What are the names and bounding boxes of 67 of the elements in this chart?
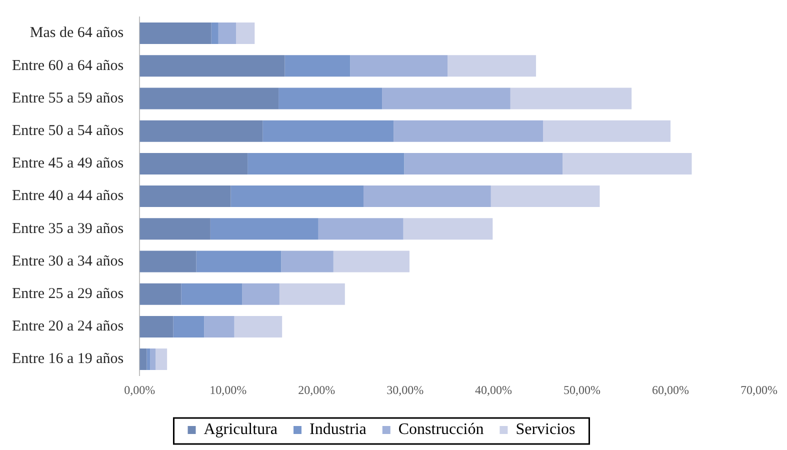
bar xyxy=(140,218,210,240)
legend-label: Agricultura xyxy=(204,421,278,438)
y-tick-label: Entre 45 a 49 años xyxy=(12,156,124,172)
bar xyxy=(140,283,182,305)
y-tick-label: Entre 50 a 54 años xyxy=(12,123,124,140)
x-tick-label: 40,00% xyxy=(475,382,512,397)
y-tick-label: Entre 30 a 34 años xyxy=(12,253,124,270)
bar xyxy=(140,120,263,142)
y-tick-label: Mas de 64 años xyxy=(30,25,124,42)
bar xyxy=(333,250,410,272)
bar xyxy=(140,22,212,44)
bar xyxy=(543,120,671,142)
bar xyxy=(490,186,600,208)
legend-label: Servicios xyxy=(516,421,576,438)
bar xyxy=(382,88,510,110)
bar xyxy=(281,250,334,272)
y-tick-label: Entre 60 a 64 años xyxy=(12,58,124,74)
x-tick-label: 0,00% xyxy=(124,382,156,397)
bar xyxy=(150,348,156,370)
x-tick-label: 20,00% xyxy=(298,382,336,397)
bar xyxy=(236,22,255,44)
bar xyxy=(146,348,150,370)
bar xyxy=(218,22,236,44)
bar xyxy=(181,283,242,305)
bar xyxy=(350,55,448,77)
x-tick-label: 70,00% xyxy=(740,382,778,397)
bar xyxy=(140,55,285,77)
bar xyxy=(196,250,282,272)
bar xyxy=(140,348,147,370)
bar xyxy=(279,283,345,305)
x-tick-label: 60,00% xyxy=(652,382,690,397)
legend-label: Industria xyxy=(310,421,366,438)
y-tick-label: Entre 55 a 59 años xyxy=(12,90,124,106)
bar xyxy=(234,316,282,338)
bar xyxy=(278,88,382,110)
bar xyxy=(284,55,350,77)
bar xyxy=(140,186,231,208)
y-tick-label: Entre 40 a 44 años xyxy=(12,188,124,204)
bar xyxy=(363,186,491,208)
y-tick-label: Entre 25 a 29 años xyxy=(12,286,124,302)
bar xyxy=(394,120,544,142)
bar xyxy=(210,218,318,240)
bar xyxy=(448,55,536,77)
bar xyxy=(173,316,204,338)
bar xyxy=(403,218,493,240)
bar xyxy=(230,186,364,208)
bar xyxy=(211,22,218,44)
y-tick-label: Entre 20 a 24 años xyxy=(12,318,124,335)
legend-label: Construcción xyxy=(398,421,484,438)
bar xyxy=(248,152,404,174)
bar xyxy=(156,348,168,370)
bar xyxy=(204,316,234,338)
y-tick-label: Entre 35 a 39 años xyxy=(12,220,124,237)
bar xyxy=(562,152,692,174)
bar xyxy=(404,152,563,174)
bar xyxy=(242,283,280,305)
bar xyxy=(140,88,279,110)
bar xyxy=(140,250,196,272)
x-tick-label: 30,00% xyxy=(386,382,424,397)
x-tick-label: 50,00% xyxy=(564,382,601,397)
bar xyxy=(318,218,404,240)
bar xyxy=(510,88,632,110)
bar xyxy=(140,316,174,338)
bar xyxy=(262,120,394,142)
bar xyxy=(140,152,248,174)
y-tick-label: Entre 16 a 19 años xyxy=(12,351,124,368)
x-tick-label: 10,00% xyxy=(210,382,247,397)
